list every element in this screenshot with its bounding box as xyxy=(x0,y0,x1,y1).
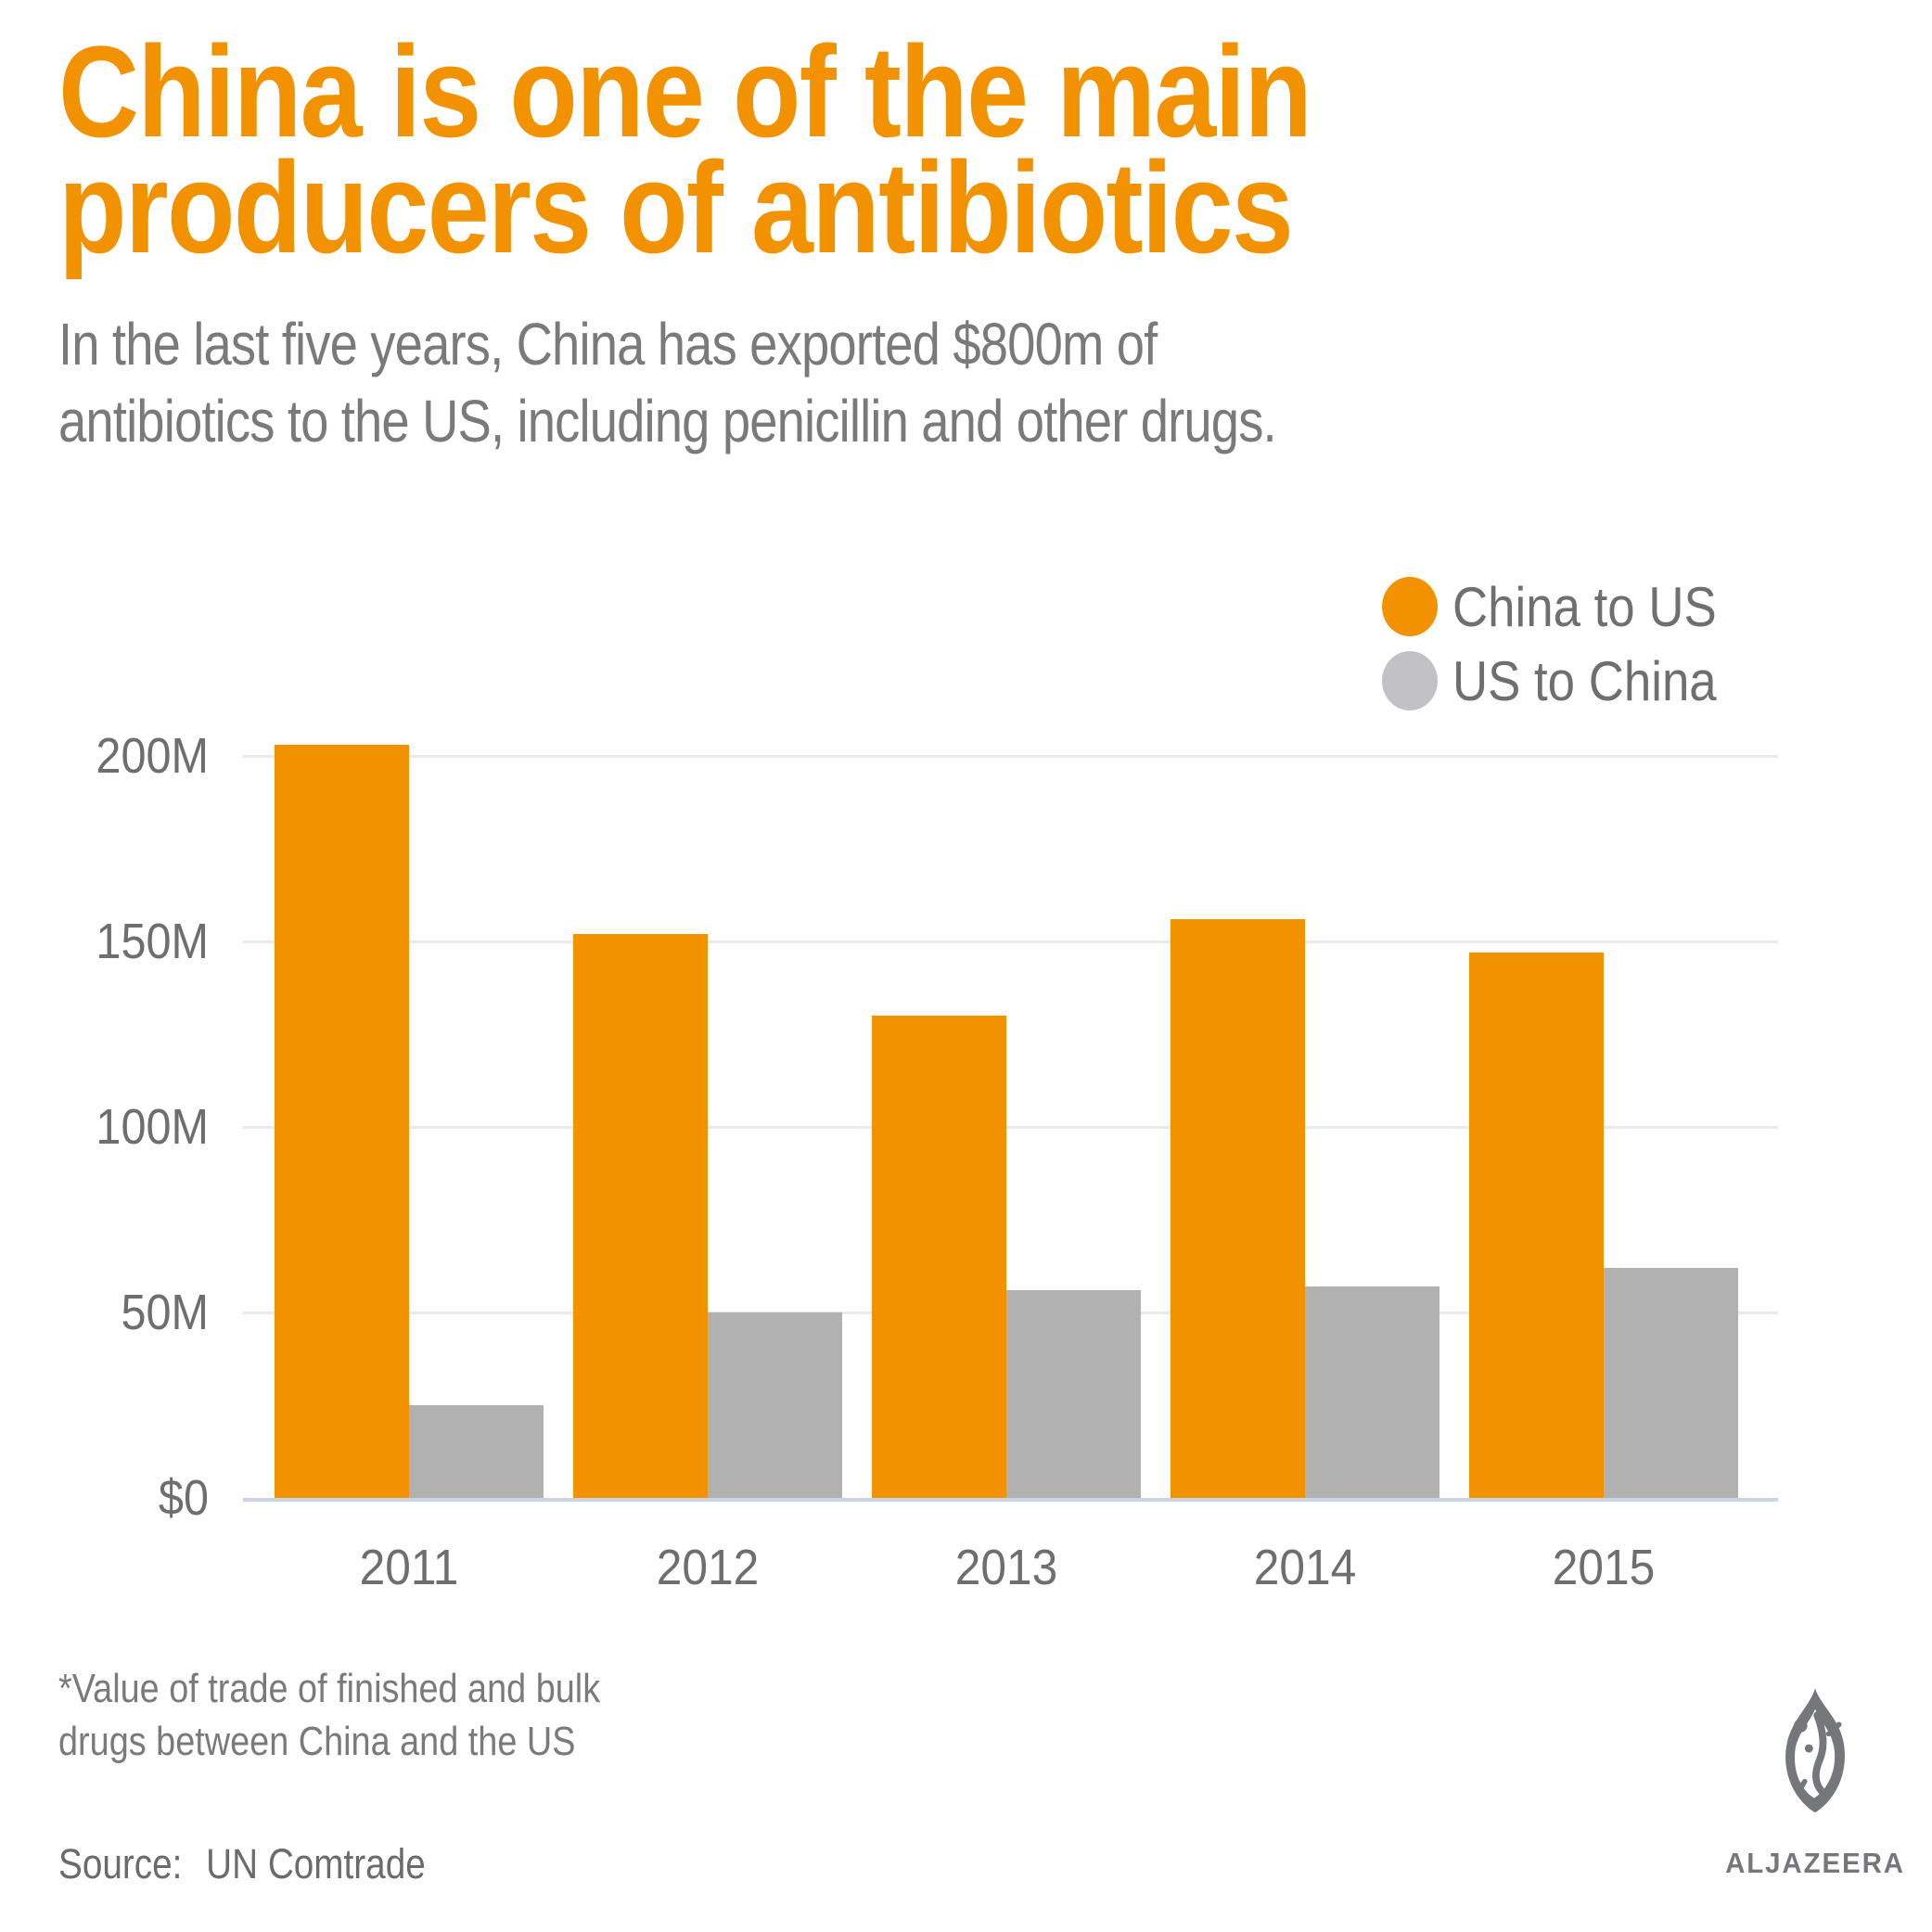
legend-item-china-to-us: China to US xyxy=(1382,575,1753,638)
y-axis-label-150M: 150M xyxy=(96,914,209,969)
aljazeera-wordmark: ALJAZEERA xyxy=(1725,1847,1905,1879)
x-axis-label-2012: 2012 xyxy=(656,1540,760,1595)
x-axis-label-2011: 2011 xyxy=(359,1540,459,1595)
y-axis-label-50M: 50M xyxy=(121,1285,209,1340)
legend-label: China to US xyxy=(1452,575,1717,638)
source-label: Source: xyxy=(58,1840,183,1887)
legend-swatch-icon xyxy=(1382,651,1438,710)
source-line: Source: UN Comtrade xyxy=(58,1840,426,1888)
source-value: UN Comtrade xyxy=(206,1840,426,1887)
bar-us-to-china-2014 xyxy=(1305,1286,1439,1498)
page-title-line1: China is one of the main xyxy=(58,19,1312,164)
aljazeera-logo: ALJAZEERA xyxy=(1718,1686,1913,1880)
bar-china-to-us-2013 xyxy=(872,1016,1006,1498)
y-axis-label-100M: 100M xyxy=(96,1099,209,1155)
bar-us-to-china-2011 xyxy=(409,1405,544,1498)
legend-swatch-icon xyxy=(1382,577,1438,636)
chart-legend: China to US US to China xyxy=(1382,575,1753,723)
bar-china-to-us-2012 xyxy=(573,934,708,1498)
bar-china-to-us-2011 xyxy=(275,745,409,1498)
aljazeera-flame-icon xyxy=(1785,1688,1845,1813)
subtitle: In the last five years, China has export… xyxy=(58,306,1277,460)
legend-label: US to China xyxy=(1452,649,1717,712)
footnote-line2: drugs between China and the US xyxy=(58,1719,576,1764)
bar-us-to-china-2012 xyxy=(708,1312,842,1498)
page-title: China is one of the main producers of ant… xyxy=(58,27,1312,273)
page-title-line2: producers of antibiotics xyxy=(58,134,1294,280)
gridline-200M xyxy=(243,755,1778,758)
bar-china-to-us-2015 xyxy=(1469,953,1604,1498)
y-axis-label-$0: $0 xyxy=(158,1470,209,1526)
legend-item-us-to-china: US to China xyxy=(1382,649,1753,712)
x-axis-label-2013: 2013 xyxy=(954,1540,1058,1595)
gridline-100M xyxy=(243,1126,1778,1129)
subtitle-line2: antibiotics to the US, including penicil… xyxy=(58,388,1277,454)
subtitle-line1: In the last five years, China has export… xyxy=(58,311,1158,377)
bar-us-to-china-2015 xyxy=(1604,1268,1738,1498)
x-axis-label-2014: 2014 xyxy=(1253,1540,1357,1595)
x-axis-line xyxy=(243,1498,1778,1502)
bar-china-to-us-2014 xyxy=(1171,919,1305,1498)
y-axis-label-200M: 200M xyxy=(96,728,209,784)
gridline-150M xyxy=(243,940,1778,943)
bar-us-to-china-2013 xyxy=(1006,1290,1141,1498)
footnote-line1: *Value of trade of finished and bulk xyxy=(58,1666,601,1711)
x-axis-label-2015: 2015 xyxy=(1552,1540,1656,1595)
footnote: *Value of trade of finished and bulk drug… xyxy=(58,1662,600,1768)
